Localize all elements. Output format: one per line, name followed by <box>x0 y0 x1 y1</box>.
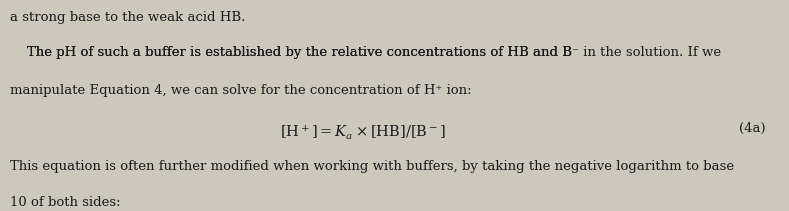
Text: The pH of such a buffer is established by the relative concentrations of HB and : The pH of such a buffer is established b… <box>10 46 572 60</box>
Text: $[\mathrm{H}^+] = K_a \times [\mathrm{HB}]/[\mathrm{B}^-]$: $[\mathrm{H}^+] = K_a \times [\mathrm{HB… <box>280 122 446 141</box>
Text: (4a): (4a) <box>739 122 765 135</box>
Text: The pH of such a buffer is established by the relative concentrations of HB and : The pH of such a buffer is established b… <box>10 46 721 60</box>
Text: 10 of both sides:: 10 of both sides: <box>10 196 121 209</box>
Text: This equation is often further modified when working with buffers, by taking the: This equation is often further modified … <box>10 160 735 173</box>
Text: a strong base to the weak acid HB.: a strong base to the weak acid HB. <box>10 11 245 24</box>
Text: The pH of such a buffer is established by the relative concentrations of HB and : The pH of such a buffer is established b… <box>10 46 721 60</box>
Text: manipulate Equation 4, we can solve for the concentration of H⁺ ion:: manipulate Equation 4, we can solve for … <box>10 84 472 97</box>
